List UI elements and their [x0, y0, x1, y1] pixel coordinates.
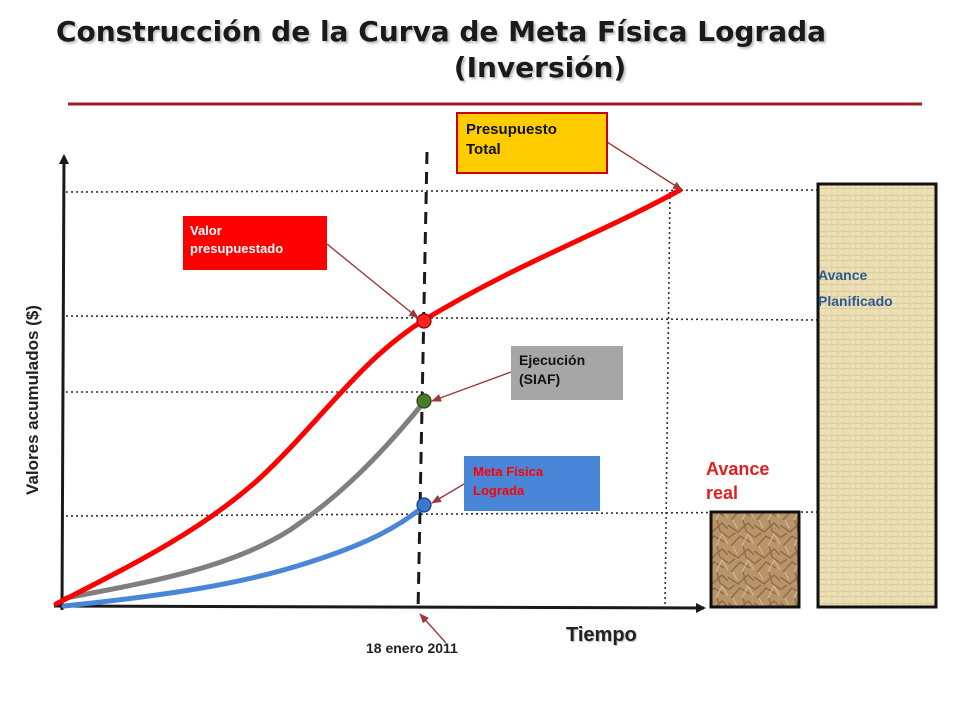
pointer-cutoff-date: [419, 613, 447, 644]
pointer-presupuesto-total: [606, 141, 683, 191]
ejecucion-line1: Ejecución: [519, 352, 586, 368]
planned-curve: [53, 187, 683, 607]
ejecucion-callout: Ejecución (SIAF): [511, 346, 623, 400]
cutoff-date-label: 18 enero 2011: [366, 640, 458, 656]
pointer-meta-fisica: [431, 483, 465, 504]
avance-real-bar: [709, 510, 801, 609]
ejecucion-line2: (SIAF): [519, 371, 561, 387]
planned-value-point: [416, 313, 432, 329]
meta-fisica-line2: Lograda: [473, 483, 525, 498]
execution-point: [416, 393, 432, 409]
avance-planificado-line1: Avance: [818, 267, 868, 283]
avance-real-line2: real: [706, 483, 739, 503]
avance-planificado-bar: [816, 182, 938, 609]
cutoff-date-line: [416, 151, 429, 613]
y-axis-label: Valores acumulados ($): [23, 305, 42, 495]
x-axis: [53, 602, 706, 613]
presupuesto-total-line1: Presupuesto: [466, 121, 557, 138]
pointer-ejecucion: [431, 371, 512, 402]
y-axis: [58, 154, 69, 611]
avance-real-label: Avance real: [706, 457, 769, 505]
achieved-curve: [61, 503, 427, 609]
title-line-2: (Inversión): [453, 51, 627, 84]
reference-line-achieved: [65, 511, 821, 517]
achieved-point: [416, 497, 432, 513]
valor-presupuestado-callout: Valor presupuestado: [183, 216, 327, 270]
presupuesto-total-line2: Total: [466, 141, 501, 158]
avance-planificado-line2: Planificado: [818, 293, 893, 309]
title-line-1: Construcción de la Curva de Meta Física …: [55, 15, 827, 48]
avance-real-line1: Avance: [706, 459, 770, 479]
valor-presupuestado-line2: presupuestado: [190, 241, 284, 256]
page-title: Construcción de la Curva de Meta Física …: [40, 14, 920, 86]
reference-line-total: [65, 189, 821, 193]
reference-line-end-time: [664, 191, 671, 609]
reference-line-planned: [65, 315, 821, 321]
valor-presupuestado-line1: Valor: [190, 223, 222, 238]
avance-planificado-label: Avance Planificado: [818, 262, 893, 314]
presupuesto-total-callout: Presupuesto Total: [456, 112, 608, 174]
meta-fisica-line1: Meta Física: [473, 464, 544, 479]
x-axis-label: Tiempo: [566, 624, 637, 646]
meta-fisica-callout: Meta Física Lograda: [464, 456, 600, 511]
execution-curve: [63, 399, 427, 601]
pointer-valor-presupuestado: [326, 243, 419, 319]
